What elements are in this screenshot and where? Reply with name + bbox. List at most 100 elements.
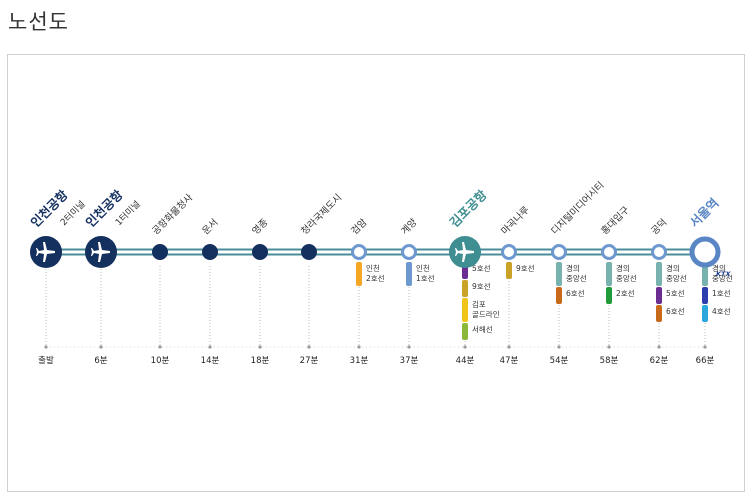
transfer-line-bar: [556, 287, 562, 304]
transfer-line-label: 경의: [712, 263, 726, 273]
travel-time-label: 37분: [400, 356, 419, 366]
transfer-line-label: 5호선: [472, 264, 491, 273]
station-marker[interactable]: [401, 244, 417, 260]
travel-time-label: 47분: [500, 356, 519, 366]
airplane-icon-shape: [36, 242, 55, 262]
time-dot: [607, 345, 611, 349]
transfer-line-bar: [702, 262, 708, 286]
travel-time-label: 66분: [696, 356, 715, 366]
station-name[interactable]: 김포공항: [447, 187, 490, 230]
transfer-line-bar: [606, 262, 612, 286]
transfer-line-label: 9호선: [472, 282, 491, 291]
transfer-line-label: 인천: [416, 263, 430, 273]
airplane-icon: [91, 242, 110, 262]
time-dot: [703, 345, 707, 349]
station-name[interactable]: 영종: [250, 217, 270, 237]
time-dot: [307, 345, 311, 349]
station-marker[interactable]: [689, 236, 721, 268]
transfer-line-label: 중앙선: [666, 273, 687, 283]
station-name[interactable]: 계양: [399, 216, 420, 237]
time-dot: [557, 345, 561, 349]
transfer-line-label: 6호선: [566, 289, 585, 298]
station-marker[interactable]: [551, 244, 567, 260]
station-name[interactable]: 청라국제도시: [299, 192, 344, 237]
time-dot: [463, 345, 467, 349]
transfer-line-bar: [606, 287, 612, 304]
transfer-line-label: 서해선: [472, 324, 493, 334]
transfer-line-label: 경의: [616, 263, 630, 273]
transfer-line-bar: [406, 262, 412, 286]
transfer-line-bar: [462, 298, 468, 322]
station-name[interactable]: 공덕: [649, 217, 669, 237]
transfer-line-label: 5호선: [666, 289, 685, 298]
time-dot: [407, 345, 411, 349]
transfer-line-bar: [656, 262, 662, 286]
station-name[interactable]: 디지털미디어시티: [549, 179, 607, 237]
station-marker[interactable]: [202, 244, 218, 260]
time-dot: [44, 345, 48, 349]
airplane-icon-shape: [91, 242, 110, 262]
travel-time-label: 14분: [201, 356, 220, 366]
transfer-line-label: 인천: [366, 263, 380, 273]
station-marker[interactable]: [252, 244, 268, 260]
transfer-line-label: 경의: [566, 263, 580, 273]
transfer-line-label: 9호선: [516, 264, 535, 273]
time-dot: [657, 345, 661, 349]
airplane-icon-shape: [455, 242, 474, 262]
route-map-panel: 인천공항 2터미널 출발 인천공항 1터미널 6분 공항화물청사 10분 운서 14분 영종 18분 청…: [7, 54, 745, 492]
transfer-line-label: 김포: [472, 299, 486, 309]
time-dot: [99, 345, 103, 349]
transfer-line-label: 경의: [666, 263, 680, 273]
transfer-line-bar: [556, 262, 562, 286]
transfer-line-label: 4호선: [712, 307, 731, 316]
travel-time-label: 6분: [94, 356, 107, 366]
station-marker[interactable]: [601, 244, 617, 260]
travel-time-label: 31분: [350, 356, 369, 366]
transfer-line-bar: [356, 262, 362, 286]
station-marker[interactable]: [152, 244, 168, 260]
travel-time-label: 27분: [300, 356, 319, 366]
time-dot: [507, 345, 511, 349]
travel-time-label: 10분: [151, 356, 170, 366]
station-name[interactable]: 서울역: [687, 195, 722, 230]
station-name[interactable]: 홍대입구: [599, 204, 632, 237]
travel-time-label: 44분: [456, 356, 475, 366]
time-dot: [258, 345, 262, 349]
travel-time-label: 18분: [251, 356, 270, 366]
station-name[interactable]: 마곡나루: [499, 204, 532, 237]
transfer-line-bar: [702, 287, 708, 304]
station-name[interactable]: 검암: [349, 216, 370, 237]
transfer-line-label: 1호선: [416, 274, 435, 283]
station-marker[interactable]: [501, 244, 517, 260]
ktx-badge: KTX: [716, 270, 731, 278]
transfer-line-label: 6호선: [666, 307, 685, 316]
travel-time-label: 출발: [38, 355, 54, 366]
transfer-line-label: 1호선: [712, 289, 731, 298]
transfer-line-label: 골드라인: [472, 309, 500, 319]
station-name[interactable]: 공항화물청사: [150, 192, 195, 237]
time-dot: [357, 345, 361, 349]
transfer-line-label: 중앙선: [566, 273, 587, 283]
time-dot: [208, 345, 212, 349]
transfer-line-label: 2호선: [616, 289, 635, 298]
station-marker[interactable]: [651, 244, 667, 260]
station-marker[interactable]: [351, 244, 367, 260]
page-title: 노선도: [8, 10, 69, 34]
transfer-line-bar: [506, 262, 512, 279]
transfer-line-bar: [462, 280, 468, 297]
transfer-line-bar: [462, 323, 468, 340]
transfer-line-bar: [656, 305, 662, 322]
transfer-line-bar: [656, 287, 662, 304]
time-dot: [158, 345, 162, 349]
transfer-line-bar: [702, 305, 708, 322]
airplane-icon: [455, 242, 474, 262]
station-marker[interactable]: [301, 244, 317, 260]
transfer-line-label: 2호선: [366, 274, 385, 283]
travel-time-label: 54분: [550, 356, 569, 366]
station-name[interactable]: 운서: [200, 217, 220, 237]
travel-time-label: 62분: [650, 356, 669, 366]
transfer-line-label: 중앙선: [712, 273, 733, 283]
route-map: 인천공항2터미널출발인천공항1터미널6분공항화물청사10분운서14분영종18분청…: [28, 179, 733, 366]
travel-time-label: 58분: [600, 356, 619, 366]
transfer-line-label: 중앙선: [616, 273, 637, 283]
